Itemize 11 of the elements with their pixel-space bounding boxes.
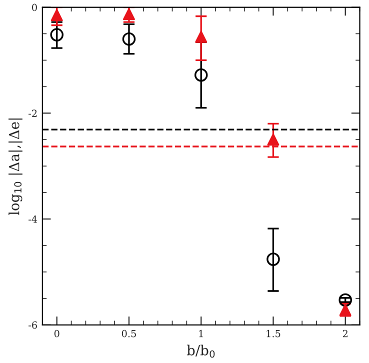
- x-tick-label: 0: [54, 330, 60, 338]
- x-tick-label: 1.5: [266, 330, 280, 338]
- y-tick-label: -2: [28, 110, 37, 117]
- x-tick-label: 1: [199, 330, 203, 338]
- y-tick-label: -4: [28, 215, 38, 223]
- x-tick-label: 2: [342, 330, 348, 338]
- x-axis-title: b/b$_{0}$: [186, 344, 215, 358]
- x-tick-label: 0.5: [122, 330, 136, 338]
- y-tick-label: -6: [28, 321, 37, 329]
- y-axis-title: log$_{10}$ |Δa|,|Δe|: [8, 118, 22, 216]
- y-tick-label: 0: [32, 4, 37, 12]
